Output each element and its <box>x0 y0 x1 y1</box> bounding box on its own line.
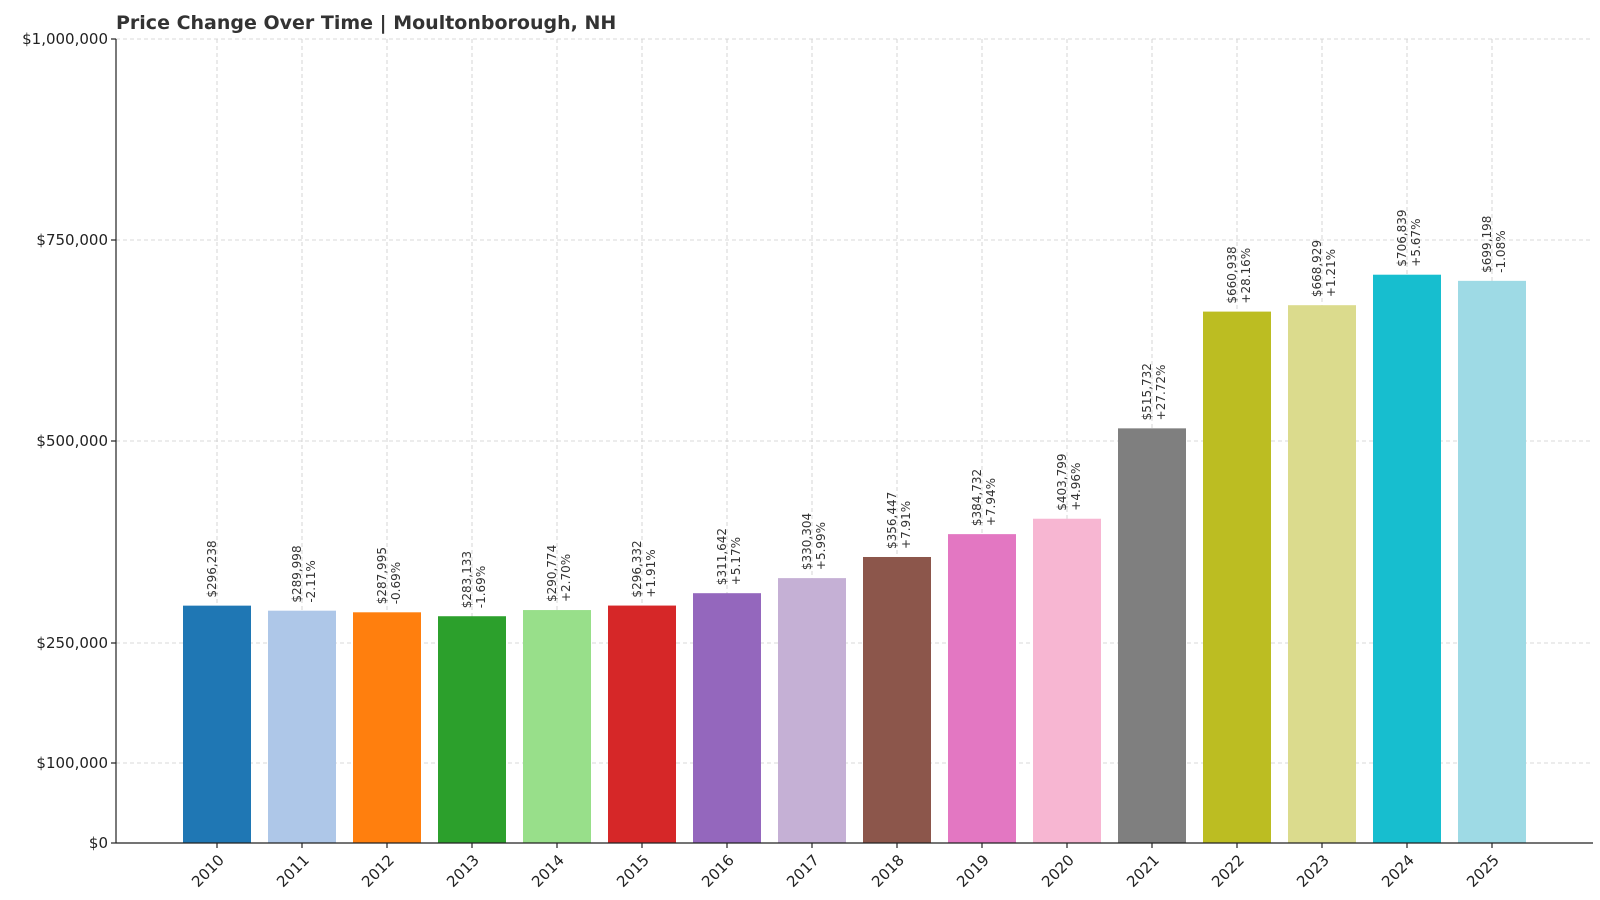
data-label-change: -1.08% <box>1494 230 1508 272</box>
y-tick-label: $750,000 <box>36 231 108 249</box>
x-tick-label: 2024 <box>1378 851 1418 891</box>
x-tick-label: 2010 <box>188 851 228 891</box>
x-tick-label: 2012 <box>358 851 398 891</box>
x-tick-label: 2015 <box>613 851 653 891</box>
x-tick-label: 2017 <box>783 851 823 891</box>
data-label-value: $330,304 <box>800 513 814 570</box>
data-label-value: $384,732 <box>970 469 984 526</box>
bar-2019 <box>948 534 1016 843</box>
data-label-change: +5.17% <box>729 537 743 585</box>
y-tick-label: $500,000 <box>36 432 108 450</box>
data-label-change: -2.11% <box>304 560 318 602</box>
y-tick-label: $0 <box>89 834 108 852</box>
x-tick-label: 2023 <box>1293 851 1333 891</box>
x-tick-label: 2018 <box>868 851 908 891</box>
data-label-value: $296,238 <box>205 540 219 597</box>
bar-2023 <box>1288 305 1356 843</box>
data-label-value: $287,995 <box>375 547 389 604</box>
data-label-value: $668,929 <box>1310 240 1324 297</box>
x-tick-label: 2022 <box>1208 851 1248 891</box>
data-labels: $296,238 $289,998 -2.11% $287,995 -0.69% $283… <box>205 209 1508 608</box>
data-label-value: $356,447 <box>885 492 899 549</box>
data-label-value: $706,839 <box>1395 209 1409 266</box>
x-tick-label: 2019 <box>953 851 993 891</box>
bar-2020 <box>1033 518 1101 843</box>
data-label-value: $290,774 <box>545 545 559 602</box>
x-tick-label: 2014 <box>528 851 568 891</box>
data-label-value: $289,998 <box>290 545 304 602</box>
data-label-change: +4.96% <box>1069 463 1083 511</box>
bar-2013 <box>438 616 506 843</box>
bar-2022 <box>1203 311 1271 843</box>
x-tick-label: 2025 <box>1463 851 1503 891</box>
bar-2012 <box>353 612 421 843</box>
x-tick-label: 2011 <box>273 851 313 891</box>
bar-2024 <box>1373 274 1441 844</box>
data-label-value: $403,799 <box>1055 453 1069 510</box>
bar-2018 <box>863 556 931 843</box>
chart-title: Price Change Over Time | Moultonborough,… <box>116 12 616 34</box>
bar-2010 <box>183 605 251 843</box>
bar-2017 <box>778 578 846 843</box>
x-tick-label: 2013 <box>443 851 483 891</box>
data-label-change: +5.99% <box>814 522 828 570</box>
data-label-value: $515,732 <box>1140 363 1154 420</box>
y-tick-label: $250,000 <box>36 634 108 652</box>
data-label-value: $283,133 <box>460 551 474 608</box>
data-label-change: -0.69% <box>389 562 403 604</box>
y-tick-label: $100,000 <box>36 754 108 772</box>
grid <box>116 38 1593 843</box>
data-label-change: +5.67% <box>1409 219 1423 267</box>
data-label-change: +1.91% <box>644 549 658 597</box>
data-label-change: -1.69% <box>474 566 488 608</box>
data-label-change: +27.72% <box>1154 365 1168 421</box>
data-label-change: +7.94% <box>984 478 998 526</box>
data-label-change: +2.70% <box>559 554 573 602</box>
x-tick-label: 2021 <box>1123 851 1163 891</box>
y-tick-label: $1,000,000 <box>22 30 108 48</box>
bar-2016 <box>693 593 761 843</box>
bar-2015 <box>608 605 676 843</box>
data-label-value: $699,198 <box>1480 216 1494 273</box>
data-label-value: $296,332 <box>630 540 644 597</box>
x-tick-label: 2020 <box>1038 851 1078 891</box>
data-label-value: $311,642 <box>715 528 729 585</box>
bars <box>183 274 1526 844</box>
data-label-change: +7.91% <box>899 501 913 549</box>
bar-2014 <box>523 610 591 843</box>
bar-2021 <box>1118 428 1186 843</box>
data-label-change: +28.16% <box>1239 248 1253 304</box>
x-tick-label: 2016 <box>698 851 738 891</box>
data-label-change: +1.21% <box>1324 249 1338 297</box>
data-label-value: $660,938 <box>1225 246 1239 303</box>
bar-2025 <box>1458 280 1526 843</box>
bar-2011 <box>268 610 336 843</box>
